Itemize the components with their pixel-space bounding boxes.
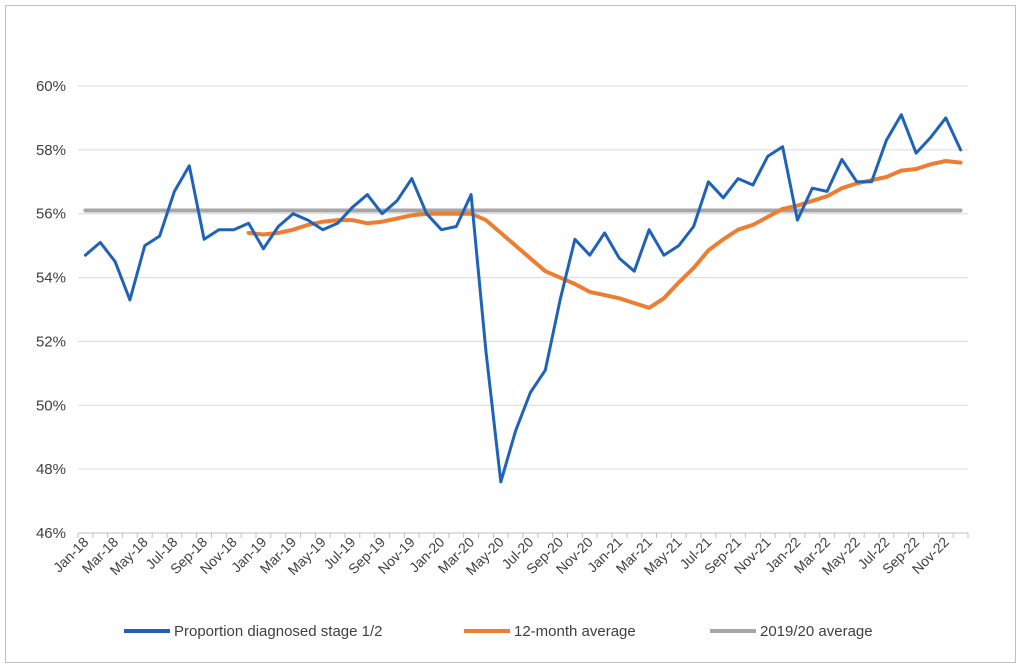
y-tick-label: 58% xyxy=(36,142,66,159)
y-tick-label: 60% xyxy=(36,78,66,95)
y-axis-ticks: 46% 48% 50% 52% 54% 56% 58% 60% xyxy=(36,78,66,542)
y-tick-label: 46% xyxy=(36,525,66,542)
legend: Proportion diagnosed stage 1/2 12-month a… xyxy=(124,623,873,640)
series-line-proportion-diagnosed-stage-1-2 xyxy=(83,113,963,484)
y-tick-label: 52% xyxy=(36,333,66,350)
legend-label: 12-month average xyxy=(514,623,636,640)
y-tick-label: 56% xyxy=(36,206,66,223)
x-axis: Jan-18Mar-18May-18Jul-18Sep-18Nov-18Jan-… xyxy=(50,532,969,578)
y-tick-label: 50% xyxy=(36,397,66,414)
gridlines xyxy=(78,85,968,534)
y-tick-label: 54% xyxy=(36,270,66,287)
legend-label: Proportion diagnosed stage 1/2 xyxy=(174,623,382,640)
series-lines xyxy=(83,113,963,484)
legend-label: 2019/20 average xyxy=(760,623,873,640)
series-line-12-month-average xyxy=(246,159,963,310)
chart-frame xyxy=(5,5,1016,663)
y-tick-label: 48% xyxy=(36,461,66,478)
